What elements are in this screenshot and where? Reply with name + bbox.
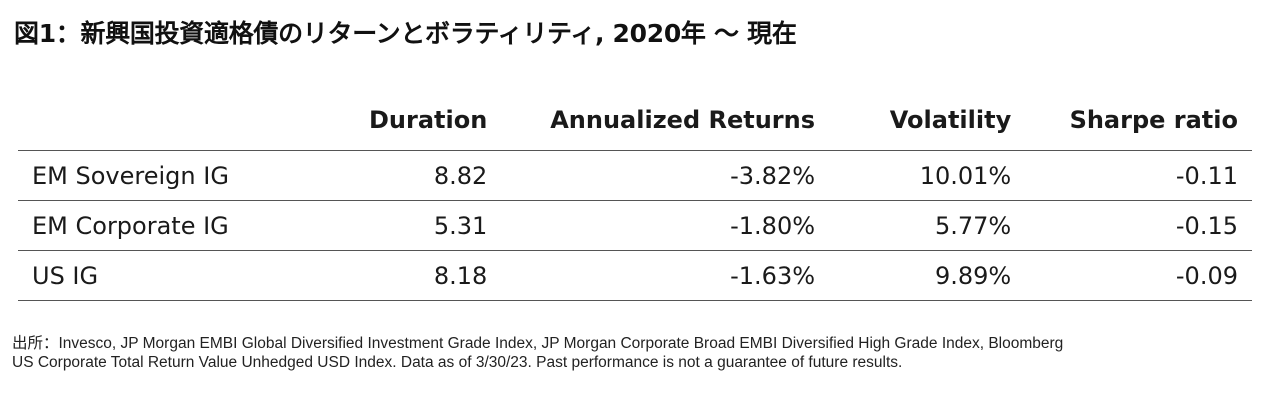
header-empty (18, 90, 271, 151)
row-label: US IG (18, 250, 271, 301)
source-footnote: 出所：Invesco, JP Morgan EMBI Global Divers… (12, 334, 1262, 372)
table-row: EM Sovereign IG 8.82 -3.82% 10.01% -0.11 (18, 150, 1252, 201)
header-annualized-returns: Annualized Returns (487, 90, 816, 151)
footnote-line: US Corporate Total Return Value Unhedged… (12, 354, 903, 371)
cell-duration: 8.82 (270, 150, 488, 201)
header-duration: Duration (270, 90, 488, 151)
table-row: US IG 8.18 -1.63% 9.89% -0.09 (18, 250, 1252, 301)
cell-returns: -3.82% (487, 150, 816, 201)
row-label: EM Sovereign IG (18, 150, 271, 201)
cell-volatility: 10.01% (815, 150, 1012, 201)
cell-duration: 5.31 (270, 200, 488, 251)
header-volatility: Volatility (815, 90, 1012, 151)
page-title: 図1：新興国投資適格債のリターンとボラティリティ, 2020年 〜 現在 (14, 19, 797, 48)
cell-duration: 8.18 (270, 250, 488, 301)
cell-returns: -1.63% (487, 250, 816, 301)
row-label: EM Corporate IG (18, 200, 271, 251)
cell-sharpe: -0.09 (1011, 250, 1252, 301)
cell-returns: -1.80% (487, 200, 816, 251)
table-row: EM Corporate IG 5.31 -1.80% 5.77% -0.15 (18, 200, 1252, 251)
cell-sharpe: -0.15 (1011, 200, 1252, 251)
table-header-row: Duration Annualized Returns Volatility S… (18, 90, 1252, 151)
cell-volatility: 9.89% (815, 250, 1012, 301)
header-sharpe-ratio: Sharpe ratio (1011, 90, 1252, 151)
footnote-line: 出所：Invesco, JP Morgan EMBI Global Divers… (12, 335, 1064, 352)
cell-volatility: 5.77% (815, 200, 1012, 251)
returns-table: Duration Annualized Returns Volatility S… (18, 90, 1252, 301)
cell-sharpe: -0.11 (1011, 150, 1252, 201)
